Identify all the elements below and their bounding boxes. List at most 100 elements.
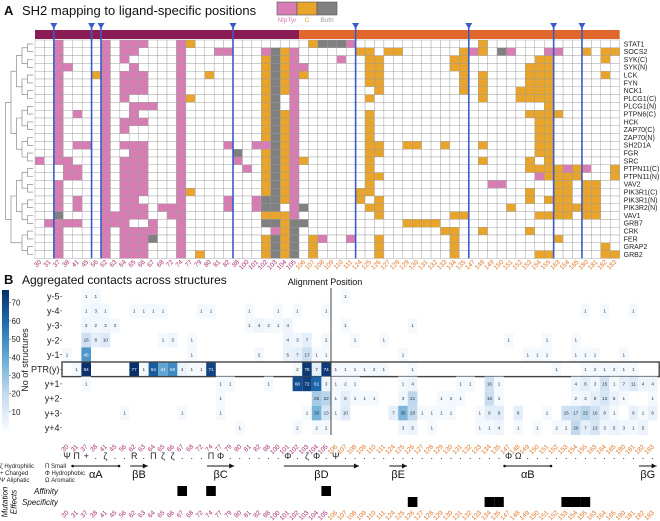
heatmap-cell	[430, 55, 441, 64]
residue-symbol: .	[411, 451, 414, 461]
heatmap-row	[34, 102, 620, 111]
heatmap-cell	[81, 141, 92, 150]
contact-value: 1	[507, 338, 510, 343]
heatmap-cell	[440, 195, 451, 205]
heatmap-cell	[421, 63, 432, 72]
heatmap-cell	[289, 63, 300, 72]
heatmap-cell	[534, 195, 545, 205]
heatmap-cell	[204, 187, 215, 197]
heatmap-cell	[468, 133, 479, 142]
heatmap-cell	[119, 180, 130, 189]
heatmap-cell	[213, 86, 224, 95]
heatmap-cell	[572, 156, 583, 166]
position-label: 126	[403, 509, 416, 521]
heatmap-cell	[525, 234, 535, 244]
protein-label: PLCG1(C)	[624, 96, 657, 103]
contact-value: 1	[632, 367, 635, 372]
heatmap-cell	[562, 47, 573, 56]
heatmap-cell	[53, 203, 64, 212]
heatmap-cell	[72, 156, 83, 166]
heatmap-cell	[364, 187, 375, 197]
heatmap-cell	[53, 242, 64, 251]
residue-symbol: .	[459, 451, 462, 461]
heatmap-cell	[506, 39, 517, 49]
heatmap-cell	[421, 164, 432, 173]
heatmap-cell	[430, 70, 441, 80]
heatmap-cell	[459, 148, 469, 158]
heatmap-cell	[157, 180, 168, 189]
heatmap-cell	[157, 203, 168, 212]
heatmap-cell	[515, 39, 526, 49]
heatmap-cell	[261, 226, 271, 236]
heatmap-cell	[468, 203, 479, 212]
contact-value: 3	[296, 338, 299, 343]
contact-cell	[369, 391, 379, 406]
heatmap-cell	[421, 47, 432, 56]
heatmap-cell	[195, 70, 205, 80]
heatmap-cell	[496, 226, 507, 236]
heatmap-cell	[327, 203, 337, 212]
heatmap-cell	[270, 102, 281, 111]
heatmap-cell	[213, 125, 224, 134]
heatmap-cell	[440, 148, 451, 158]
heatmap-cell	[355, 39, 366, 49]
heatmap-cell	[336, 55, 347, 64]
heatmap-cell	[251, 102, 262, 111]
heatmap-cell	[251, 156, 262, 166]
contact-value: 1	[200, 309, 203, 314]
heatmap-cell	[393, 70, 403, 80]
heatmap-cell	[317, 195, 328, 205]
heatmap-cell	[81, 133, 92, 142]
heatmap-cell	[459, 234, 469, 244]
heatmap-cell	[110, 203, 121, 212]
heatmap-cell	[515, 55, 526, 64]
heatmap-cell	[195, 211, 205, 220]
heatmap-cell	[91, 109, 102, 119]
heatmap-cell	[345, 250, 356, 259]
contact-value: 68	[295, 382, 301, 387]
heatmap-cell	[581, 47, 592, 56]
heatmap-row	[34, 211, 620, 220]
heatmap-cell	[166, 133, 177, 142]
contact-cell	[254, 318, 264, 333]
heatmap-cell	[298, 117, 309, 127]
heatmap-cell	[251, 250, 262, 259]
heatmap-cell	[412, 156, 422, 166]
residue-symbol: .	[296, 451, 299, 461]
contact-cell	[398, 405, 408, 421]
contact-cell	[407, 318, 418, 333]
heatmap-cell	[600, 55, 611, 64]
heatmap-cell	[581, 250, 592, 259]
heatmap-cell	[195, 63, 205, 72]
heatmap-cell	[232, 172, 243, 181]
position-label: 82	[252, 443, 262, 453]
contact-cell	[167, 332, 178, 348]
contact-cell	[81, 332, 91, 348]
residue-symbol: .	[248, 451, 251, 461]
heatmap-cell	[72, 234, 83, 244]
heatmap-cell	[515, 63, 526, 72]
heatmap-cell	[459, 125, 469, 134]
heatmap-cell	[100, 172, 111, 181]
header-bar-c	[299, 30, 620, 39]
heatmap-cell	[402, 86, 413, 95]
heatmap-cell	[581, 55, 592, 64]
dendrogram-branch	[27, 74, 33, 84]
heatmap-cell	[600, 148, 611, 158]
heatmap-cell	[610, 180, 620, 189]
heatmap-cell	[213, 47, 224, 56]
heatmap-cell	[317, 117, 328, 127]
position-label: 79	[224, 443, 234, 453]
heatmap-cell	[600, 164, 611, 173]
heatmap-cell	[138, 164, 149, 173]
heatmap-cell	[91, 219, 102, 228]
heatmap-cell	[581, 180, 592, 189]
row-label: y-5	[47, 292, 60, 302]
heatmap-cell	[534, 156, 545, 166]
heatmap-cell	[138, 250, 149, 259]
heatmap-cell	[412, 117, 422, 127]
heatmap-cell	[223, 63, 234, 72]
heatmap-cell	[72, 63, 83, 72]
heatmap-cell	[53, 117, 64, 127]
contact-cell	[523, 347, 533, 362]
